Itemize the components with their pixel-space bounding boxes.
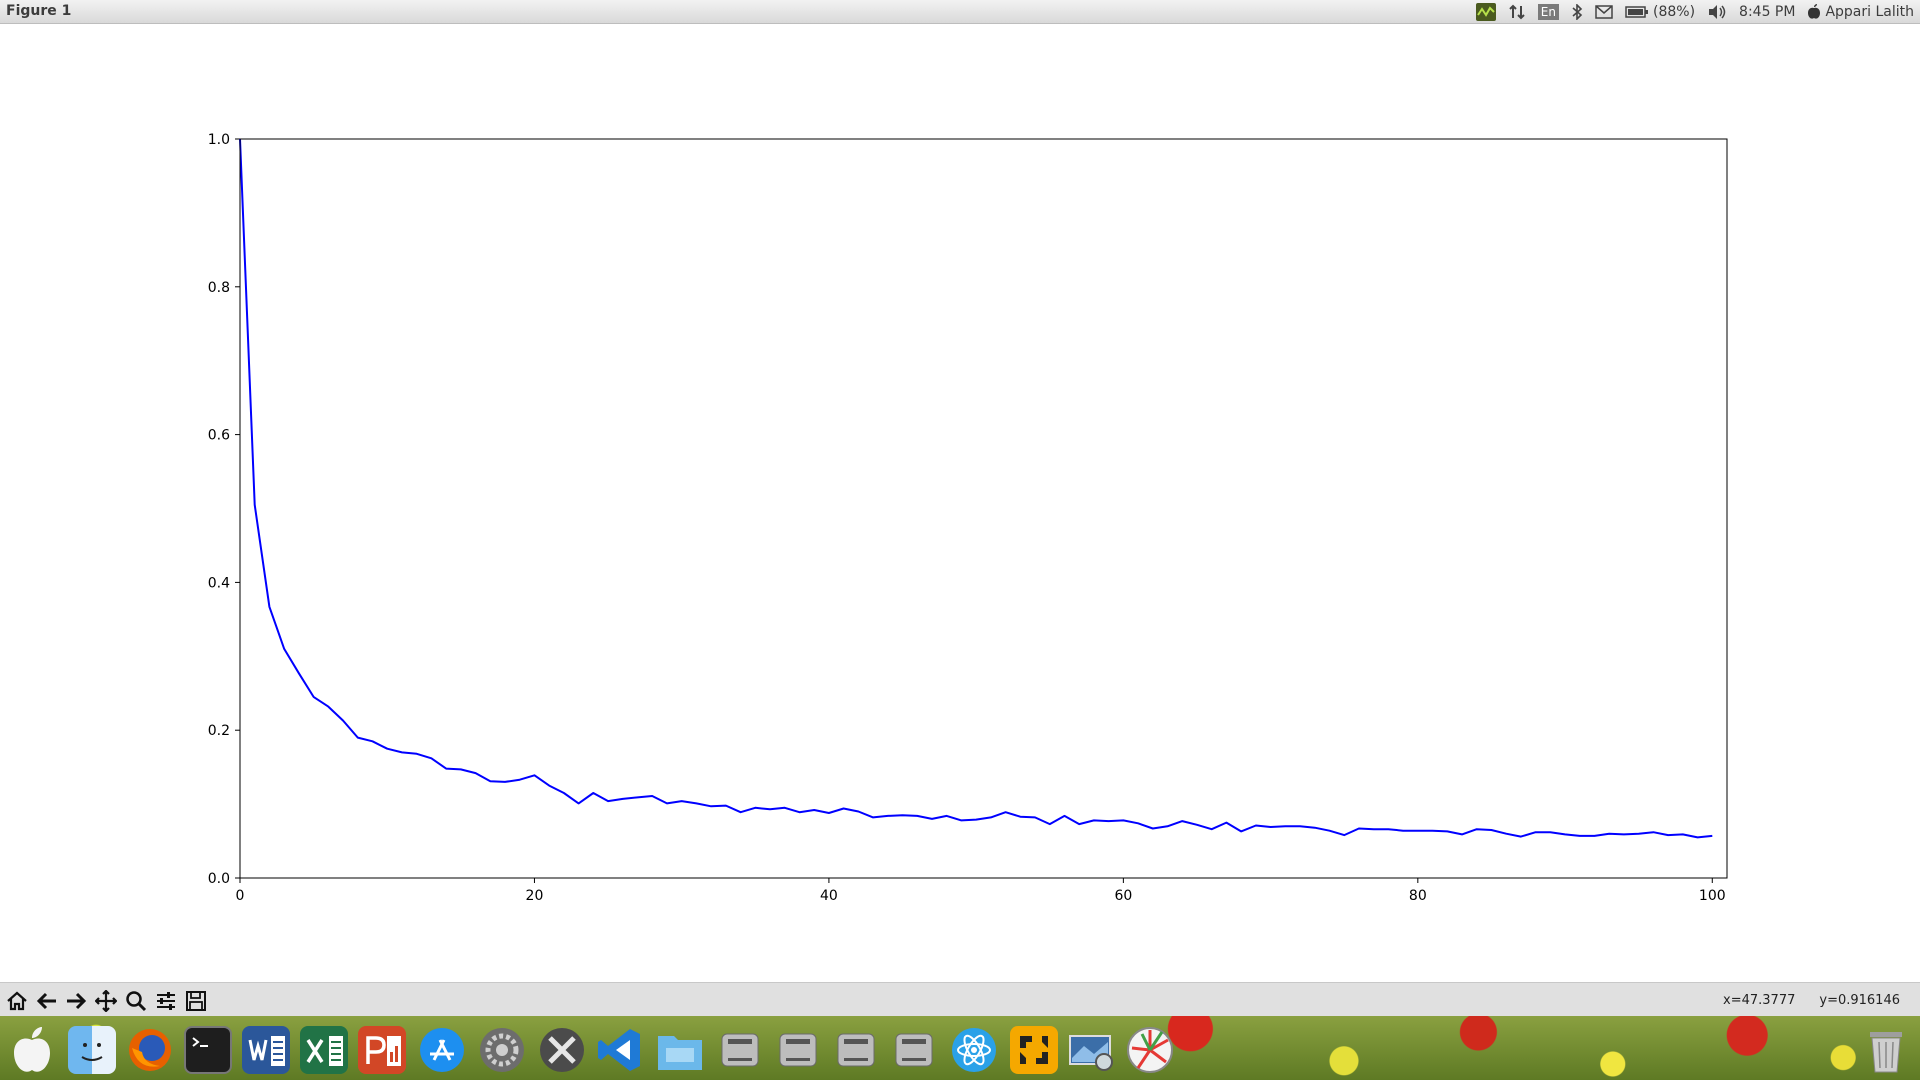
- terminal-launcher[interactable]: [184, 1026, 232, 1074]
- trash-launcher[interactable]: [1862, 1026, 1910, 1074]
- series-layer: [239, 138, 1713, 839]
- drive-1-launcher[interactable]: [716, 1026, 764, 1074]
- color-picker-icon: [1127, 1027, 1173, 1073]
- drive-4-launcher[interactable]: [890, 1026, 938, 1074]
- tools-icon: [540, 1028, 584, 1072]
- y-tick-label: 1.0: [208, 132, 230, 148]
- axis-ticks: 0 20 40 60 80 100 0.0 0.2 0.4 0.6 0.8 1.0: [208, 132, 1726, 904]
- finder-launcher[interactable]: [68, 1026, 116, 1074]
- drive-4-icon: [895, 1033, 933, 1067]
- battery-icon: [1625, 6, 1648, 18]
- vlc-transfer-icon: [1020, 1036, 1048, 1064]
- powerpoint-launcher[interactable]: [358, 1026, 406, 1074]
- pan-icon: [95, 990, 117, 1012]
- vscode-icon: [598, 1029, 640, 1071]
- screenshot-icon: [1069, 1035, 1113, 1071]
- keyboard-layout-label: En: [1537, 4, 1559, 20]
- volume-icon[interactable]: [1707, 0, 1727, 24]
- zoom-button[interactable]: [123, 988, 149, 1014]
- window-title: Figure 1: [6, 3, 72, 19]
- zoom-icon: [126, 991, 147, 1012]
- drive-2-icon: [779, 1033, 817, 1067]
- drive-3-icon: [837, 1033, 875, 1067]
- battery-percent: (88%): [1652, 4, 1696, 20]
- drive-3-launcher[interactable]: [832, 1026, 880, 1074]
- keyboard-layout-icon[interactable]: En: [1537, 0, 1559, 24]
- save-icon: [186, 991, 206, 1011]
- firefox-launcher[interactable]: [126, 1026, 174, 1074]
- battery-indicator[interactable]: (88%): [1625, 0, 1695, 24]
- x-tick-label: 80: [1409, 888, 1427, 904]
- sensor-monitor-icon[interactable]: [1475, 0, 1496, 24]
- vscode-launcher[interactable]: [596, 1026, 644, 1074]
- terminal-icon: [192, 1037, 208, 1047]
- x-tick-label: 100: [1699, 888, 1726, 904]
- user-menu[interactable]: Appari Lalith: [1807, 0, 1914, 24]
- x-tick-label: 0: [236, 888, 245, 904]
- tools-launcher[interactable]: [538, 1026, 586, 1074]
- drive-1-icon: [721, 1033, 759, 1067]
- screenshot-launcher[interactable]: [1068, 1026, 1116, 1074]
- apple-logo-launcher[interactable]: [8, 1026, 56, 1074]
- y-tick-label: 0.8: [208, 280, 230, 296]
- clock[interactable]: 8:45 PM: [1739, 4, 1796, 20]
- line-chart: 0 20 40 60 80 100 0.0 0.2 0.4 0.6 0.8 1.0: [208, 132, 1728, 904]
- home-button[interactable]: [4, 988, 30, 1014]
- files-launcher[interactable]: [656, 1026, 704, 1074]
- coord-y: y=0.916146: [1819, 993, 1900, 1008]
- apple-logo-icon: [14, 1027, 50, 1072]
- powerpoint-icon: [366, 1036, 401, 1066]
- color-picker-launcher[interactable]: [1126, 1026, 1174, 1074]
- configure-subplots-button[interactable]: [153, 988, 179, 1014]
- firefox-icon: [129, 1029, 171, 1071]
- apple-icon: [1808, 4, 1821, 19]
- y-tick-label: 0.0: [208, 871, 230, 887]
- navigation-toolbar: x=47.3777 y=0.916146: [0, 982, 1920, 1016]
- app-store-launcher[interactable]: [418, 1026, 466, 1074]
- mail-icon[interactable]: [1595, 0, 1613, 24]
- system-preferences-icon: [480, 1028, 524, 1072]
- user-name: Appari Lalith: [1825, 4, 1914, 20]
- finder-icon: [81, 1043, 103, 1061]
- back-icon: [36, 992, 56, 1010]
- series-line: [239, 138, 1713, 839]
- y-tick-label: 0.4: [208, 575, 230, 591]
- trash-icon: [1870, 1032, 1902, 1073]
- y-tick-label: 0.6: [208, 428, 230, 444]
- coord-x: x=47.3777: [1723, 993, 1796, 1008]
- back-button[interactable]: [34, 988, 60, 1014]
- vlc-transfer-launcher[interactable]: [1010, 1026, 1058, 1074]
- system-indicators: En (88%) 8:45 PM Appari Lalith: [1475, 0, 1914, 24]
- excel-launcher[interactable]: [300, 1026, 348, 1074]
- bluetooth-icon[interactable]: [1571, 0, 1583, 24]
- atom-launcher[interactable]: [950, 1026, 998, 1074]
- top-menu-bar: Figure 1 En (88%) 8:45 PM Appari Lalith: [0, 0, 1920, 24]
- x-tick-label: 60: [1114, 888, 1132, 904]
- atom-icon: [952, 1028, 996, 1072]
- x-tick-label: 20: [526, 888, 544, 904]
- forward-icon: [67, 992, 87, 1010]
- y-tick-label: 0.2: [208, 723, 230, 739]
- drive-2-launcher[interactable]: [774, 1026, 822, 1074]
- word-launcher[interactable]: [242, 1026, 290, 1074]
- word-icon: [248, 1036, 285, 1066]
- configure-subplots-icon: [157, 992, 175, 1010]
- save-button[interactable]: [183, 988, 209, 1014]
- axes-frame: [239, 138, 1728, 879]
- figure-canvas[interactable]: 0 20 40 60 80 100 0.0 0.2 0.4 0.6 0.8 1.0: [0, 24, 1920, 982]
- excel-icon: [306, 1036, 343, 1066]
- network-icon[interactable]: [1508, 0, 1526, 24]
- app-store-icon: [420, 1028, 464, 1072]
- system-preferences-launcher[interactable]: [478, 1026, 526, 1074]
- x-tick-label: 40: [820, 888, 838, 904]
- home-icon: [7, 991, 27, 1011]
- forward-button[interactable]: [63, 988, 89, 1014]
- cursor-coordinates: x=47.3777 y=0.916146: [1723, 993, 1900, 1008]
- dock: [0, 1016, 1920, 1080]
- files-icon: [658, 1036, 702, 1070]
- pan-button[interactable]: [93, 988, 119, 1014]
